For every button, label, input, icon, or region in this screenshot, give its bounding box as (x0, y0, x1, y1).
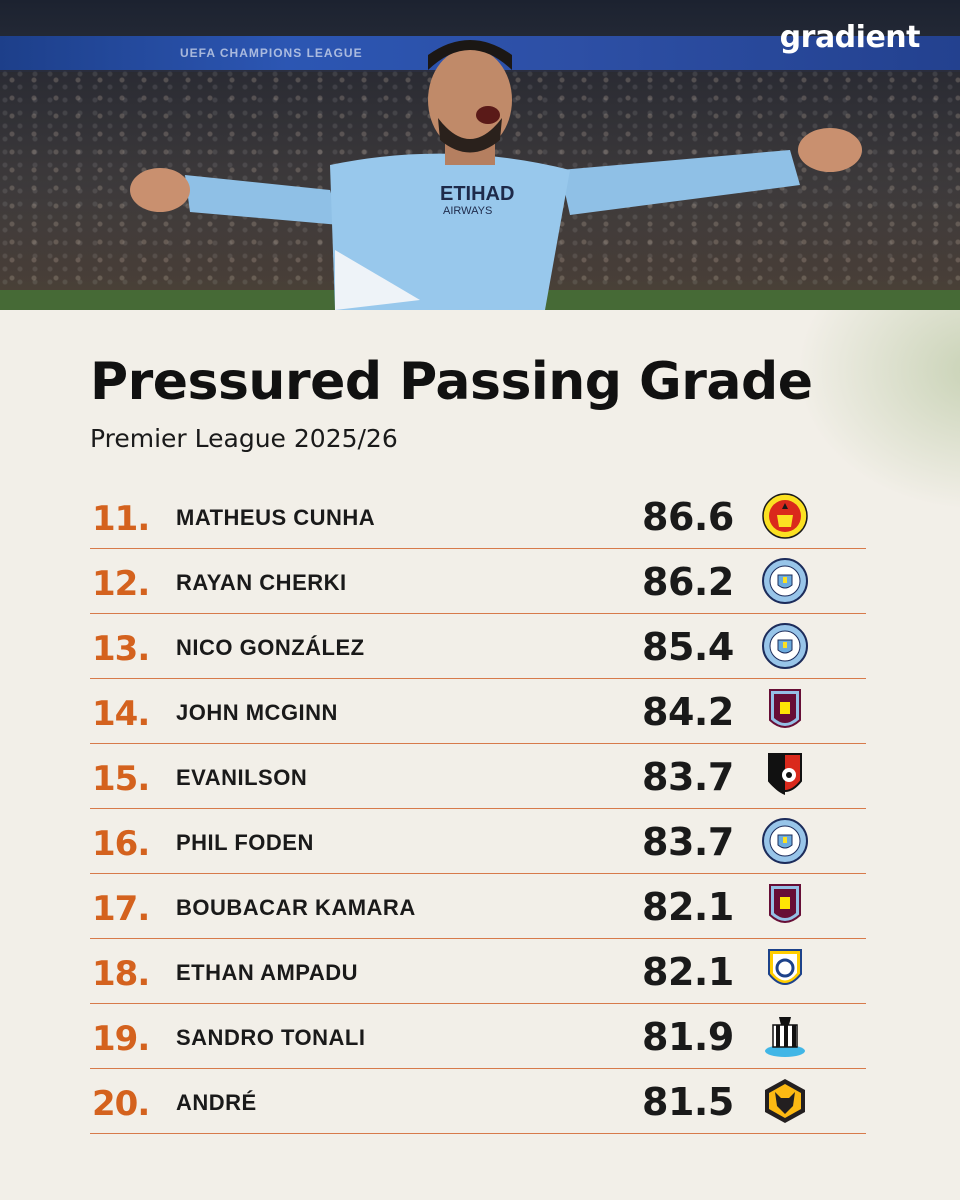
ranking-row: 12. RAYAN CHERKI 86.2 (90, 550, 866, 614)
player-name: EVANILSON (176, 765, 308, 790)
rank-number: 13. (92, 629, 150, 669)
player-name: PHIL FODEN (176, 830, 314, 855)
grade-value: 81.5 (642, 1080, 734, 1124)
gradient-logo: gradient (779, 20, 921, 55)
ranking-row: 16. PHIL FODEN 83.7 (90, 810, 866, 874)
grade-value: 81.9 (642, 1015, 734, 1059)
ranking-row: 14. JOHN MCGINN 84.2 (90, 680, 866, 744)
ranking-row: 13. NICO GONZÁLEZ 85.4 (90, 615, 866, 679)
rank-number: 19. (92, 1019, 150, 1059)
shirt-sponsor: ETIHAD (440, 183, 514, 205)
player-name: ETHAN AMPADU (176, 960, 358, 985)
grade-value: 83.7 (642, 755, 734, 799)
grade-value: 82.1 (642, 950, 734, 994)
leeds-crest-icon (768, 949, 802, 985)
hero-photo: UEFA CHAMPIONS LEAGUE ETIHAD AIRWAYS gra… (0, 0, 960, 310)
grade-value: 84.2 (642, 690, 734, 734)
bournemouth-crest-icon (768, 753, 802, 795)
celebrating-player-figure: ETIHAD AIRWAYS (130, 40, 862, 310)
player-name: NICO GONZÁLEZ (176, 635, 365, 660)
rank-number: 11. (92, 499, 150, 539)
newcastle-crest-icon (765, 1017, 805, 1057)
rank-number: 17. (92, 889, 150, 929)
man-utd-crest-icon (762, 493, 808, 539)
rank-number: 20. (92, 1084, 150, 1124)
player-name: SANDRO TONALI (176, 1025, 366, 1050)
aston-villa-crest-icon (769, 689, 801, 728)
player-name: ANDRÉ (176, 1090, 257, 1115)
man-city-crest-icon (762, 623, 808, 669)
ranking-row: 20. ANDRÉ 81.5 (90, 1070, 866, 1134)
banner-text: UEFA CHAMPIONS LEAGUE (180, 46, 363, 60)
rank-number: 12. (92, 564, 150, 604)
page-title: Pressured Passing Grade (90, 352, 813, 412)
shirt-sponsor-sub: AIRWAYS (443, 205, 492, 217)
ranking-row: 17. BOUBACAR KAMARA 82.1 (90, 875, 866, 939)
rank-number: 15. (92, 759, 150, 799)
grade-value: 86.2 (642, 560, 734, 604)
grade-value: 85.4 (642, 625, 734, 669)
ranking-row: 19. SANDRO TONALI 81.9 (90, 1005, 866, 1069)
ranking-row: 18. ETHAN AMPADU 82.1 (90, 940, 866, 1004)
player-name: JOHN MCGINN (176, 700, 338, 725)
player-name: MATHEUS CUNHA (176, 505, 376, 530)
ranking-row: 11. MATHEUS CUNHA 86.6 (90, 485, 866, 549)
ranking-list: 11. MATHEUS CUNHA 86.6 12. RAYAN CHERKI … (90, 485, 866, 1135)
man-city-crest-icon (762, 558, 808, 604)
rank-number: 18. (92, 954, 150, 994)
wolves-crest-icon (765, 1079, 805, 1123)
grade-value: 86.6 (642, 495, 734, 539)
player-name: BOUBACAR KAMARA (176, 895, 416, 920)
rank-number: 14. (92, 694, 150, 734)
grade-value: 82.1 (642, 885, 734, 929)
aston-villa-crest-icon (769, 884, 801, 923)
man-city-crest-icon (762, 818, 808, 864)
rank-number: 16. (92, 824, 150, 864)
ranking-row: 15. EVANILSON 83.7 (90, 745, 866, 809)
grade-value: 83.7 (642, 820, 734, 864)
player-name: RAYAN CHERKI (176, 570, 347, 595)
page-subtitle: Premier League 2025/26 (90, 424, 398, 453)
